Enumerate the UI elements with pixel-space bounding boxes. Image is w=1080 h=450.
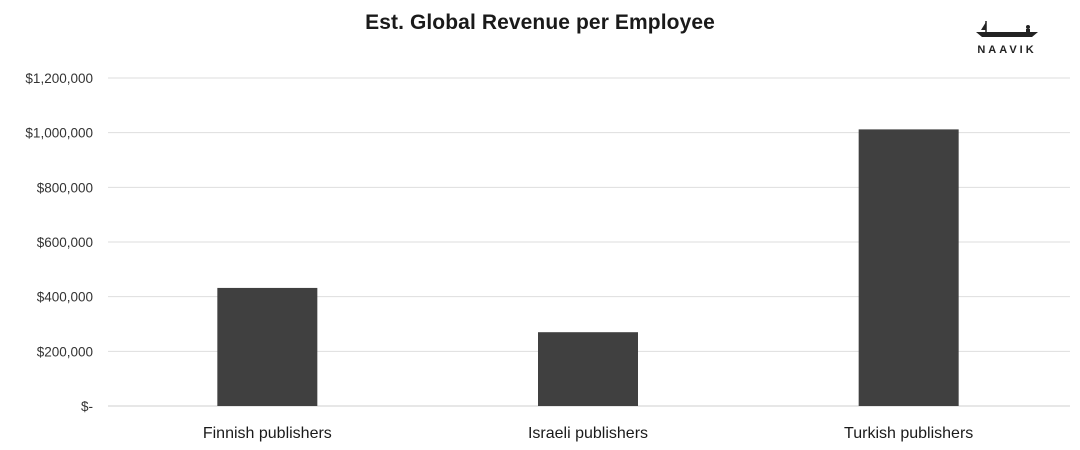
y-tick-label: $800,000	[37, 180, 93, 195]
naavik-logo: NAAVIK	[968, 18, 1046, 60]
x-category-label: Israeli publishers	[528, 425, 648, 442]
boat-icon	[976, 21, 1038, 37]
x-category-label: Finnish publishers	[203, 425, 332, 442]
y-tick-label: $1,200,000	[25, 71, 93, 86]
bar	[858, 129, 959, 407]
logo-text: NAAVIK	[977, 44, 1037, 56]
y-tick-label: $-	[81, 399, 93, 414]
y-tick-label: $200,000	[37, 344, 93, 359]
y-tick-label: $400,000	[37, 290, 93, 305]
y-tick-label: $600,000	[37, 235, 93, 250]
x-category-label: Turkish publishers	[844, 425, 973, 442]
y-tick-label: $1,000,000	[25, 126, 93, 141]
chart-title: Est. Global Revenue per Employee	[365, 11, 715, 34]
bar	[217, 287, 318, 406]
bar	[538, 332, 638, 406]
